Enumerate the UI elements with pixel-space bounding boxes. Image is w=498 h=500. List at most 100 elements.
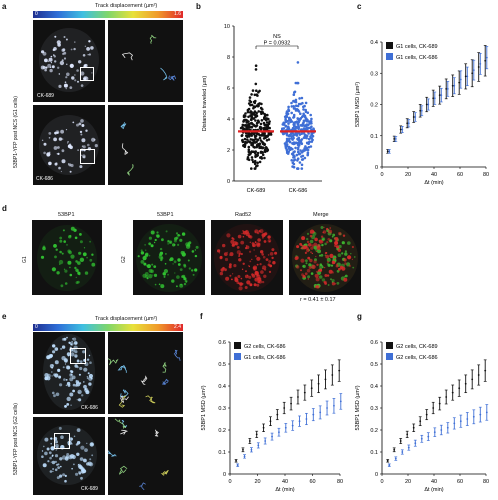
data-point-b xyxy=(266,113,269,117)
focus-spot xyxy=(334,237,339,241)
focus-spot xyxy=(172,263,174,265)
micrograph-a-bottom: CK-686 xyxy=(33,105,105,185)
focus-spot xyxy=(305,259,308,263)
focus-spot xyxy=(42,246,46,251)
focus-spot xyxy=(73,463,75,466)
focus-spot xyxy=(219,256,223,260)
focus-spot xyxy=(326,241,329,244)
focus-spot xyxy=(52,470,54,473)
data-point-b xyxy=(241,140,245,144)
data-point-f xyxy=(284,426,287,429)
focus-spot xyxy=(62,52,65,56)
data-point-b xyxy=(266,134,270,137)
focus-spot xyxy=(263,274,267,278)
data-point-b xyxy=(294,100,298,104)
focus-spot xyxy=(248,265,251,268)
focus-spot xyxy=(311,244,315,248)
y-tick-label-g: 0.3 xyxy=(370,406,378,412)
focus-spot xyxy=(330,264,334,267)
focus-spot xyxy=(272,261,276,265)
focus-spot xyxy=(318,239,323,243)
focus-spot xyxy=(88,53,91,56)
data-point-f xyxy=(291,424,294,427)
data-point-b xyxy=(292,116,295,119)
focus-spot xyxy=(72,337,77,341)
data-point-b xyxy=(297,144,301,147)
data-point-c xyxy=(425,103,428,106)
data-point-b xyxy=(247,107,251,111)
focus-spot xyxy=(79,457,84,461)
focus-spot xyxy=(331,279,335,283)
focus-spot xyxy=(54,347,59,351)
data-point-b xyxy=(263,112,266,116)
chart-c: 0 0.1 0.2 0.3 0.4 0 20 40 60 80 Δt (min) 53BP1 MSD … xyxy=(355,40,489,186)
zoom-image-a-top xyxy=(108,20,183,102)
colorbar-max-a: 1.6 xyxy=(174,11,181,17)
focus-spot xyxy=(158,283,161,286)
focus-spot xyxy=(234,276,238,280)
focus-spot xyxy=(48,451,52,455)
focus-spot xyxy=(140,249,143,252)
focus-spot xyxy=(60,347,63,350)
focus-spot xyxy=(61,345,66,349)
data-point-b xyxy=(256,151,260,155)
focus-spot xyxy=(315,270,319,273)
data-point-b xyxy=(259,126,263,129)
focus-spot xyxy=(163,275,166,278)
data-point-b xyxy=(304,101,308,105)
focus-spot xyxy=(82,350,86,354)
focus-spot xyxy=(224,268,227,272)
track-trajectory xyxy=(120,122,127,130)
focus-spot xyxy=(220,268,224,272)
focus-spot xyxy=(319,254,321,257)
panel-label-b: b xyxy=(196,2,201,11)
focus-spot xyxy=(179,283,184,288)
focus-spot xyxy=(331,260,336,265)
focus-spot xyxy=(344,250,347,253)
d-title-53bp1: 53BP1 xyxy=(157,212,174,218)
focus-spot xyxy=(86,442,88,444)
data-point-b xyxy=(258,160,262,164)
focus-spot xyxy=(43,142,47,146)
focus-spot xyxy=(160,258,163,262)
data-point-b xyxy=(255,114,258,117)
data-point-b xyxy=(303,156,307,160)
data-point-f xyxy=(339,400,342,403)
focus-spot xyxy=(177,263,181,266)
focus-spot xyxy=(62,366,65,369)
focus-spot xyxy=(49,456,52,460)
focus-spot xyxy=(336,281,340,285)
focus-spot xyxy=(51,371,53,373)
focus-spot xyxy=(350,253,352,255)
y-tick-label-c: 0.1 xyxy=(370,134,378,140)
focus-spot xyxy=(83,367,88,372)
focus-spot xyxy=(68,235,72,239)
focus-spot xyxy=(51,65,55,69)
focus-spot xyxy=(74,266,77,270)
focus-spot xyxy=(336,245,340,249)
focus-spot xyxy=(337,253,342,257)
focus-spot xyxy=(343,277,348,282)
focus-spot xyxy=(67,163,70,165)
focus-spot xyxy=(251,273,254,276)
data-point-g xyxy=(407,446,410,449)
focus-spot xyxy=(260,270,264,274)
focus-spot xyxy=(148,274,153,279)
data-point-g xyxy=(394,457,397,460)
focus-spot xyxy=(315,255,317,258)
data-point-g xyxy=(484,369,487,372)
focus-spot xyxy=(326,260,330,263)
focus-spot xyxy=(169,241,171,243)
data-point-g xyxy=(466,418,469,420)
data-point-b xyxy=(263,156,266,160)
data-point-f xyxy=(271,435,273,438)
data-point-c xyxy=(427,103,430,106)
data-point-f xyxy=(243,455,246,458)
nucleus-outline xyxy=(43,334,95,410)
data-point-b xyxy=(247,115,250,119)
focus-spot xyxy=(43,445,45,448)
y-tick-label-g: 0.5 xyxy=(370,362,378,368)
focus-spot xyxy=(52,391,55,395)
data-point-g xyxy=(433,431,436,434)
colorbar-e: 0 2.4 xyxy=(33,324,183,331)
